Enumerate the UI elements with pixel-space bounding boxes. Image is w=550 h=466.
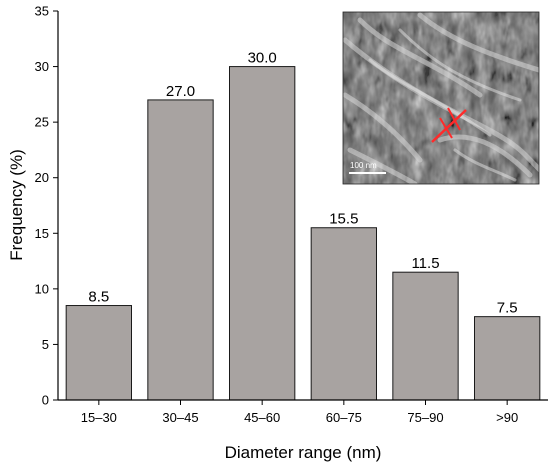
bar-1: [147, 99, 214, 401]
inset-border: [342, 11, 540, 185]
x-tick-label-0: 15–30: [81, 410, 117, 425]
x-tick-label-3: 60–75: [326, 410, 362, 425]
bar-value-label-4: 11.5: [411, 255, 439, 272]
y-tick-label-0: 0: [42, 393, 49, 408]
bar-value-label-2: 30.0: [248, 50, 277, 67]
bar-2: [229, 66, 296, 401]
sem-inset-image: 100 nm: [343, 12, 539, 184]
y-tick-label-3: 15: [35, 226, 49, 241]
bar-value-label-1: 27.0: [166, 83, 195, 100]
bar-4: [392, 271, 459, 401]
scale-bar-label: 100 nm: [350, 161, 377, 170]
bar-5: [474, 316, 541, 401]
y-tick-label-2: 10: [35, 281, 49, 296]
y-tick-label-5: 25: [35, 115, 49, 130]
bar-value-label-0: 8.5: [88, 289, 109, 306]
y-tick-label-1: 5: [42, 337, 49, 352]
y-tick-label-4: 20: [35, 170, 49, 185]
bar-value-label-3: 15.5: [329, 211, 358, 228]
x-ticks-group: 15–30 30–45 45–60 60–75 75–90 >90: [81, 400, 518, 425]
x-tick-label-1: 30–45: [162, 410, 198, 425]
value-labels-group: 8.5 27.0 30.0 15.5 11.5 7.5: [88, 50, 517, 317]
bars-group: [65, 66, 541, 401]
bar-value-label-5: 7.5: [497, 300, 518, 317]
y-ticks-group: 0 5 10 15 20 25 30 35: [35, 4, 58, 408]
y-tick-label-6: 30: [35, 59, 49, 74]
bar-3: [310, 227, 377, 401]
y-axis-title: Frequency (%): [7, 149, 26, 260]
x-axis-title: Diameter range (nm): [225, 443, 382, 462]
bar-0: [65, 305, 132, 401]
x-tick-label-2: 45–60: [244, 410, 280, 425]
x-tick-label-4: 75–90: [407, 410, 443, 425]
fiber-diameter-marker: [431, 109, 467, 143]
x-tick-label-5: >90: [496, 410, 518, 425]
y-tick-label-7: 35: [35, 4, 49, 19]
